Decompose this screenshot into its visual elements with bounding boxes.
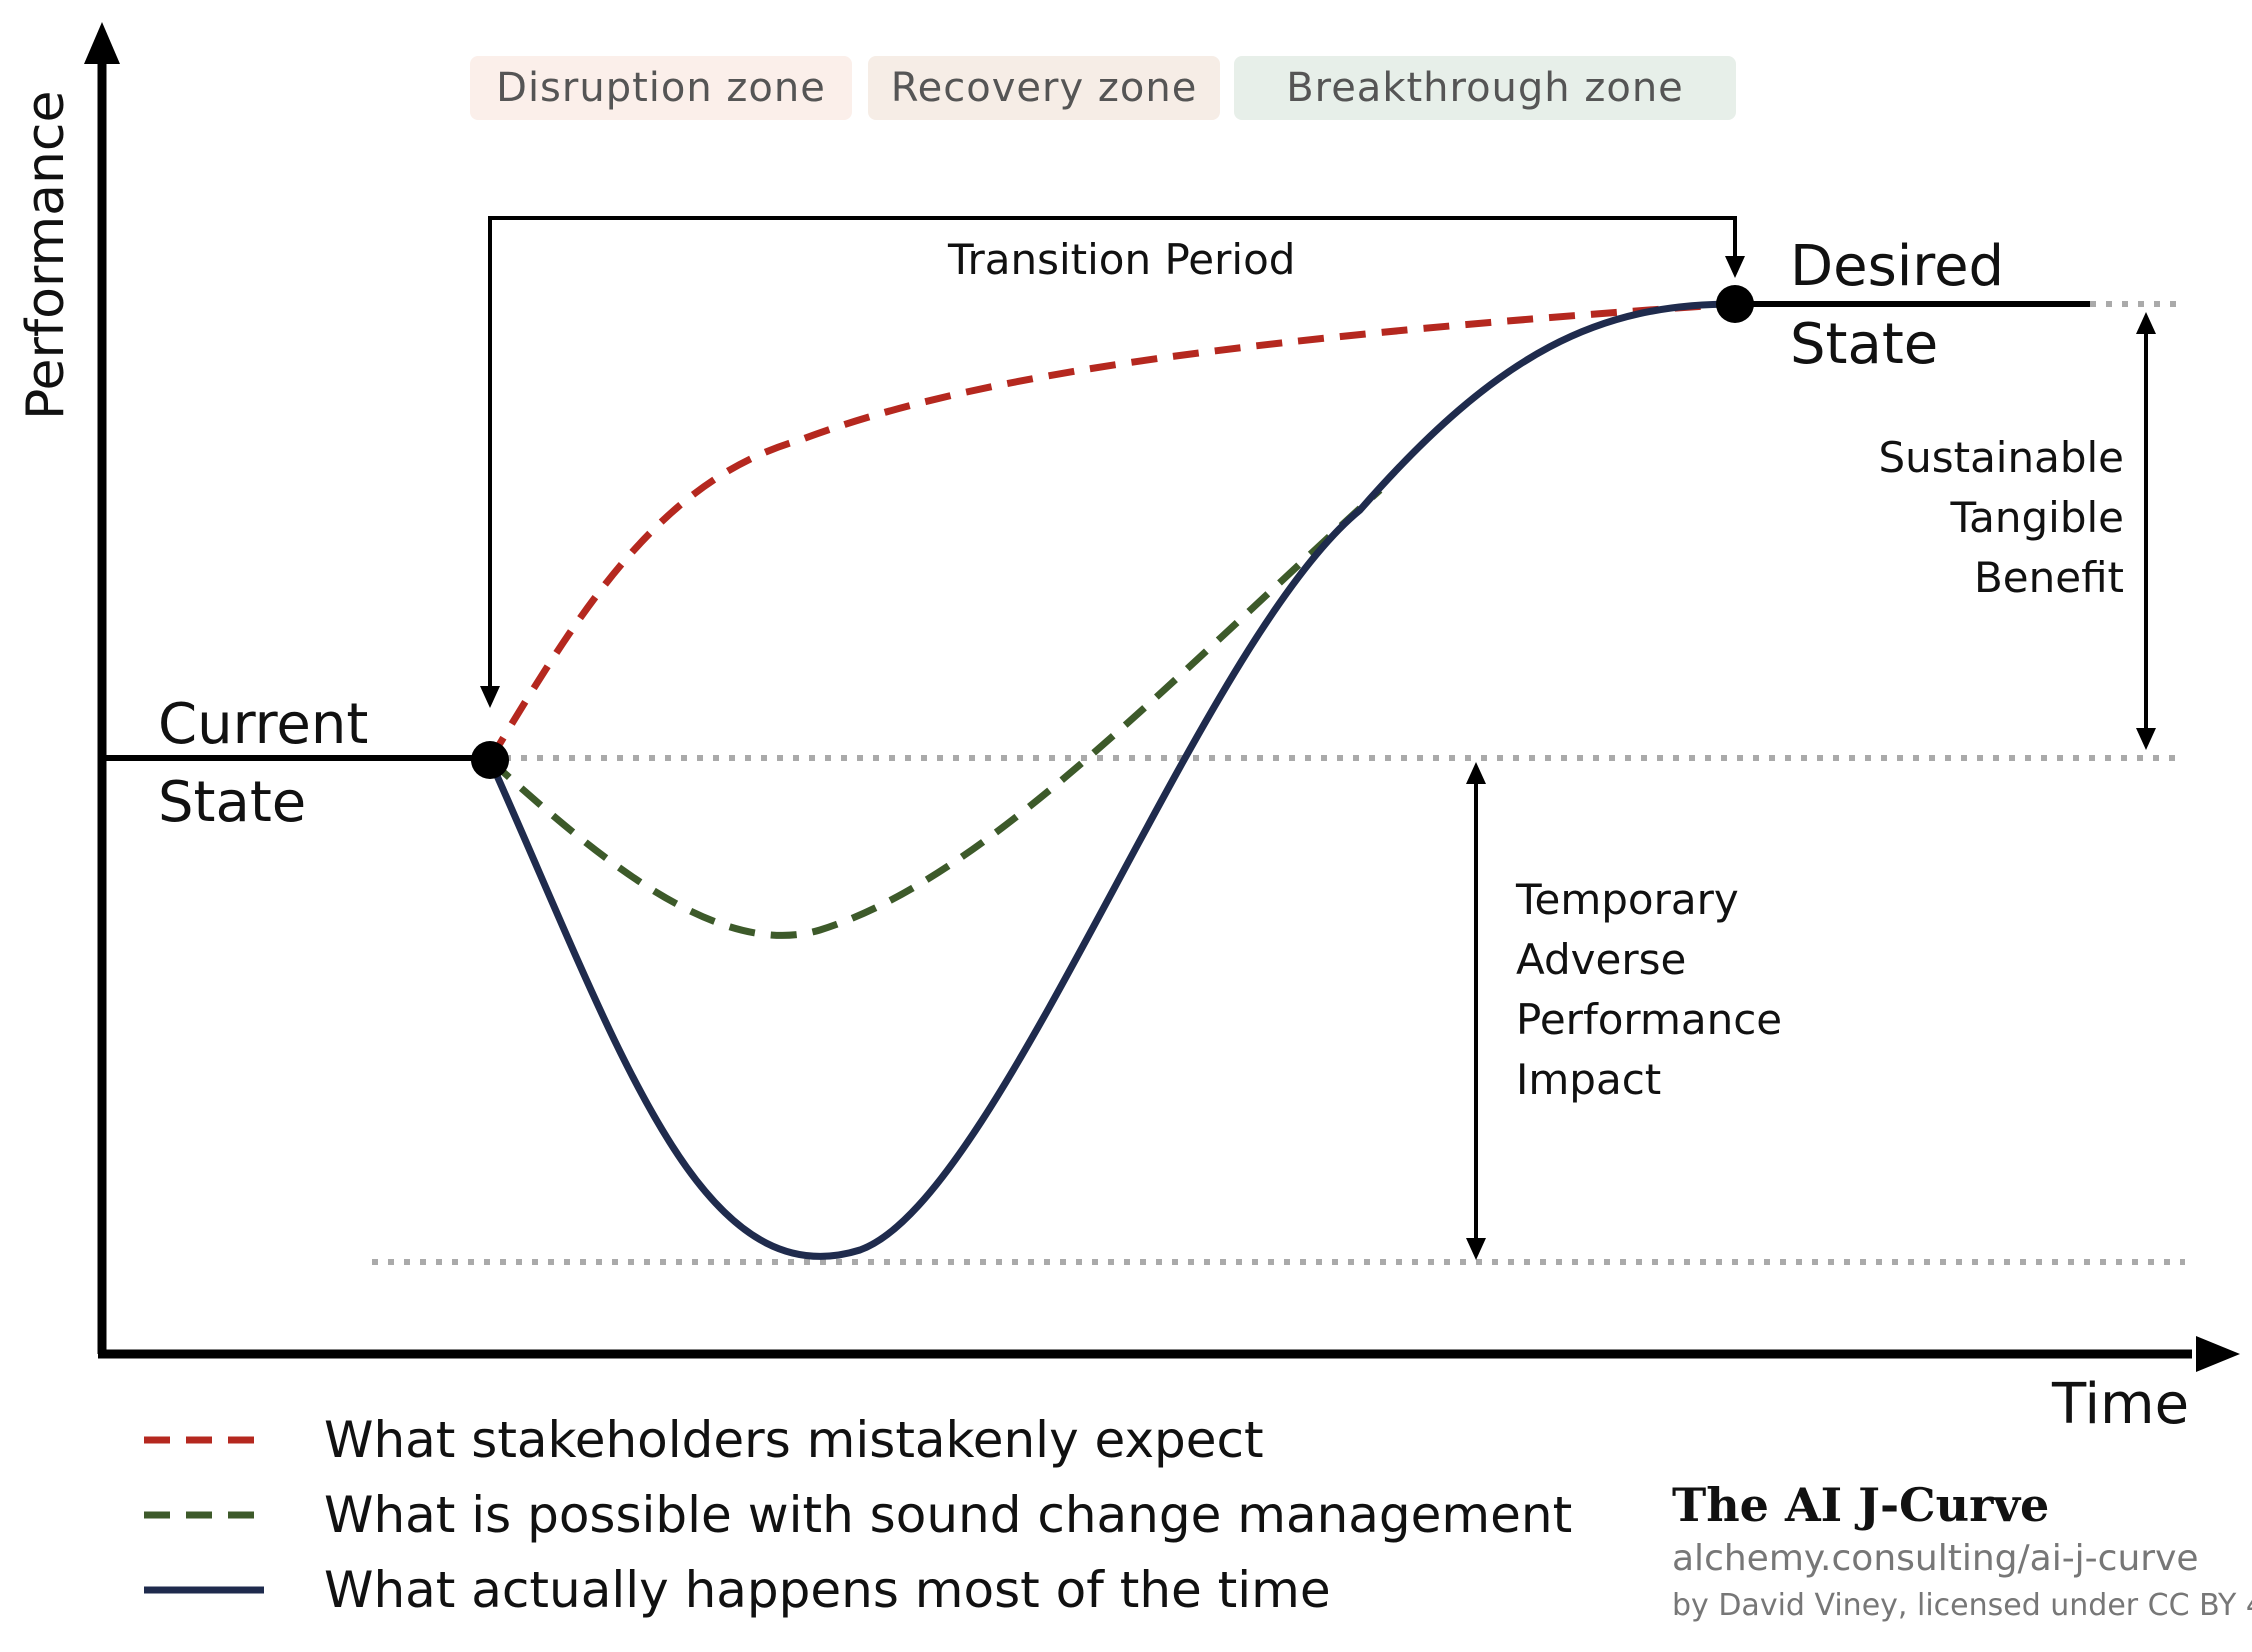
legend-item-expected: What stakeholders mistakenly expect: [144, 1405, 1264, 1475]
footer-byline: by David Viney, licensed under CC BY 4.0: [1672, 1588, 2252, 1623]
benefit-arrowhead-top: [2136, 312, 2156, 334]
footer-url: alchemy.consulting/ai-j-curve: [1672, 1538, 2199, 1579]
transition-bracket: [488, 216, 1737, 694]
footer-title: The AI J-Curve: [1672, 1478, 2050, 1532]
breakthrough-zone-badge: Breakthrough zone: [1234, 56, 1736, 120]
impact-arrowhead-top: [1466, 762, 1486, 784]
y-axis-arrowhead: [84, 22, 120, 64]
legend-item-actual: What actually happens most of the time: [144, 1555, 1331, 1625]
legend-item-possible: What is possible with sound change manag…: [144, 1480, 1572, 1550]
desired-state-point: [1716, 285, 1754, 323]
x-axis-arrowhead: [2196, 1336, 2240, 1372]
impact-arrowhead-bottom: [1466, 1238, 1486, 1260]
legend-label: What stakeholders mistakenly expect: [324, 1411, 1264, 1469]
possible-curve: [487, 487, 1383, 939]
legend-label: What actually happens most of the time: [324, 1561, 1331, 1619]
disruption-zone-badge: Disruption zone: [470, 56, 852, 120]
x-axis-label: Time: [2052, 1372, 2190, 1437]
y-axis-label: Performance: [16, 90, 76, 420]
transition-arrowhead-right: [1725, 256, 1745, 278]
desired-state-label: Desired State: [1790, 234, 2005, 377]
recovery-zone-badge: Recovery zone: [868, 56, 1220, 120]
expected-curve: [486, 300, 1736, 762]
current-state-label: Current State: [158, 692, 369, 835]
benefit-label: Sustainable Tangible Benefit: [1878, 433, 2124, 602]
transition-period-label: Transition Period: [948, 235, 1296, 284]
benefit-arrowhead-bottom: [2136, 728, 2156, 750]
impact-label: Temporary Adverse Performance Impact: [1516, 875, 1783, 1104]
transition-arrowhead-left: [480, 686, 500, 708]
current-state-point: [471, 741, 509, 779]
legend-label: What is possible with sound change manag…: [324, 1486, 1573, 1544]
actual-curve: [486, 300, 1736, 1260]
